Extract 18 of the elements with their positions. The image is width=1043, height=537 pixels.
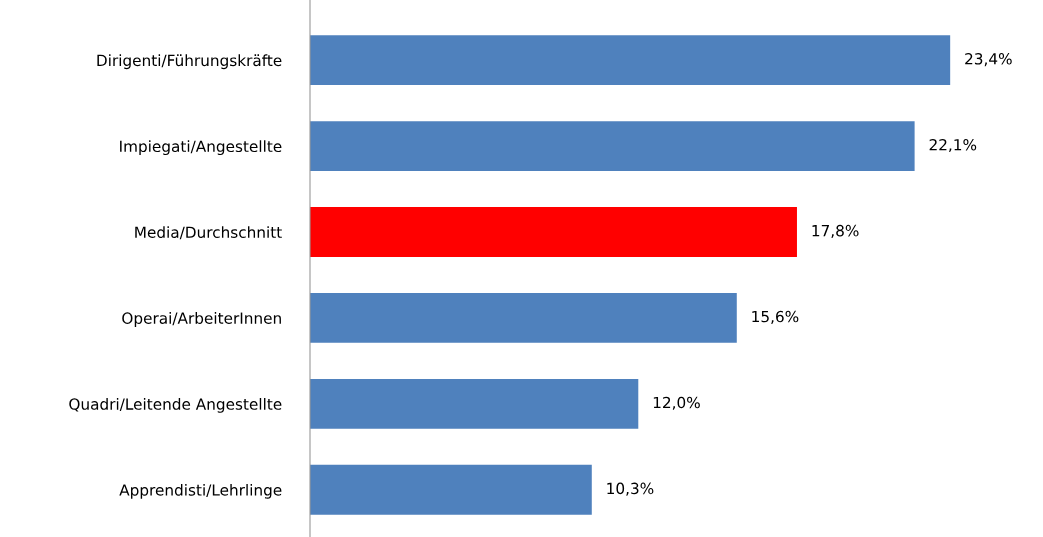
- y-tick-label: Apprendisti/Lehrlinge: [119, 483, 282, 499]
- y-tick-label: Quadri/Leitende Angestellte: [69, 398, 282, 413]
- bar: [310, 292, 737, 343]
- bar: [310, 207, 797, 257]
- y-tick-label: Impiegati/Angestellte: [120, 140, 282, 156]
- y-tick-label: Operai/ArbeiterInnen: [122, 312, 281, 327]
- y-tick-label: Media/Durchschnitt: [135, 226, 282, 240]
- data-label: 15,6%: [752, 310, 799, 324]
- bar: [310, 35, 951, 86]
- data-label: 23,4%: [965, 53, 1012, 67]
- data-label: 17,8%: [812, 224, 859, 238]
- y-tick-label: Dirigenti/Führungskräfte: [97, 54, 282, 70]
- data-label: 22,1%: [929, 138, 977, 153]
- data-label: 12,0%: [653, 396, 700, 410]
- bar: [310, 121, 915, 171]
- bar: [310, 464, 592, 515]
- data-label: 10,3%: [607, 482, 654, 496]
- bar: [310, 378, 639, 429]
